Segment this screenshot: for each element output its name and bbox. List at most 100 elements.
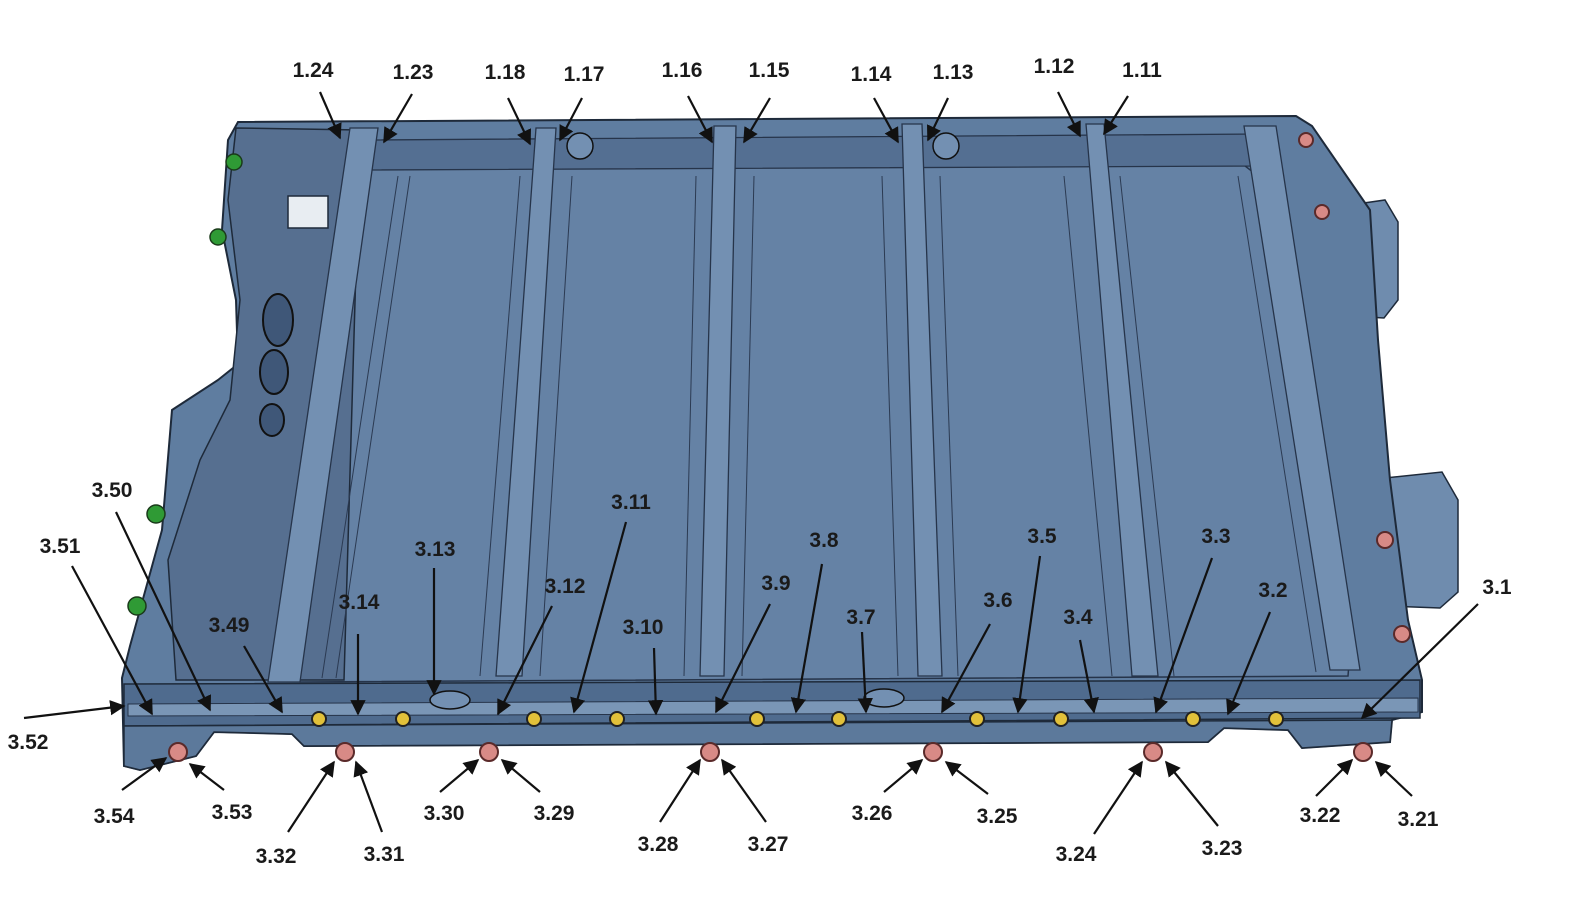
back-wall	[371, 133, 1263, 171]
leader-3-4	[1078, 639, 1099, 714]
callout-3-53: 3.53	[212, 801, 253, 824]
rib-grooves	[321, 175, 1317, 679]
callout-3-27: 3.27	[748, 833, 789, 856]
leader-1-14	[873, 97, 899, 144]
callout-3-50: 3.50	[92, 479, 133, 502]
green-fastener	[146, 504, 166, 524]
leader-3-52	[23, 700, 126, 720]
callout-3-6: 3.6	[983, 589, 1012, 612]
leader-3-54	[121, 757, 168, 791]
leader-3-30	[439, 759, 480, 793]
leader-3-11	[570, 521, 628, 714]
leader-1-16	[687, 95, 713, 144]
callout-3-12: 3.12	[545, 575, 586, 598]
callout-3-28: 3.28	[638, 833, 679, 856]
leader-3-25	[944, 761, 989, 795]
leader-1-18	[507, 97, 531, 146]
callout-3-31: 3.31	[364, 843, 405, 866]
callout-3-52: 3.52	[8, 731, 49, 754]
yellow-fasteners	[311, 711, 1284, 727]
red-fastener	[479, 742, 499, 762]
leader-3-23	[1165, 760, 1219, 827]
front-cover-2	[863, 688, 905, 708]
leader-1-12	[1057, 91, 1081, 138]
callout-1-16: 1.16	[662, 59, 703, 82]
leader-3-6	[941, 623, 991, 714]
leader-3-28	[659, 758, 701, 823]
cross-members	[267, 123, 1361, 683]
bottom-skirt	[123, 719, 1393, 771]
leader-1-23	[383, 93, 413, 144]
tray-floor	[295, 161, 1351, 683]
callout-3-11: 3.11	[611, 491, 651, 514]
red-fastener	[1143, 742, 1163, 762]
battery-tray	[120, 114, 1459, 772]
yellow-fastener	[311, 711, 327, 727]
connector-port-2	[259, 349, 289, 395]
red-fastener	[1314, 204, 1330, 220]
callout-1-14: 1.14	[851, 63, 892, 86]
callout-3-32: 3.32	[256, 845, 297, 868]
callout-3-14: 3.14	[339, 591, 380, 614]
cross-member-5	[1085, 123, 1159, 677]
yellow-fastener	[1268, 711, 1284, 727]
cross-member-4	[901, 123, 943, 677]
yellow-fastener	[969, 711, 985, 727]
callout-3-29: 3.29	[534, 802, 575, 825]
leader-1-11	[1103, 95, 1129, 136]
leader-3-7	[857, 631, 873, 714]
green-fastener	[127, 596, 147, 616]
leader-3-12	[497, 605, 553, 716]
callout-3-1: 3.1	[1482, 576, 1512, 599]
callout-3-51: 3.51	[40, 535, 81, 558]
cross-member-2	[495, 127, 557, 677]
leader-3-50	[115, 511, 212, 712]
callout-labels: 1.24 1.23 1.18 1.17 1.16 1.15 1.14 1.13 …	[8, 55, 1512, 868]
leader-3-21	[1374, 760, 1413, 797]
red-fastener	[1353, 742, 1373, 762]
red-fastener	[923, 742, 943, 762]
callout-3-30: 3.30	[424, 802, 465, 825]
callout-3-24: 3.24	[1056, 843, 1097, 866]
connector-window	[287, 195, 329, 229]
callout-3-13: 3.13	[415, 538, 456, 561]
leader-3-32	[287, 760, 335, 833]
cross-member-6	[1243, 125, 1361, 671]
leader-3-10	[647, 647, 664, 716]
red-fastener	[335, 742, 355, 762]
callout-1-24: 1.24	[293, 59, 334, 82]
red-fastener	[1298, 132, 1314, 148]
leader-3-53	[188, 763, 225, 791]
leader-1-17	[559, 97, 583, 142]
callout-1-13: 1.13	[933, 61, 974, 84]
leader-3-26	[883, 759, 924, 793]
green-fastener	[225, 153, 243, 171]
leader-3-5	[1012, 555, 1042, 714]
leader-3-22	[1315, 758, 1354, 797]
red-fastener	[168, 742, 188, 762]
callout-3-7: 3.7	[846, 606, 875, 629]
yellow-fastener	[526, 711, 542, 727]
callout-3-25: 3.25	[977, 805, 1018, 828]
leader-3-3	[1153, 557, 1214, 714]
leader-3-9	[715, 603, 771, 714]
callout-1-15: 1.15	[749, 59, 790, 82]
callout-3-23: 3.23	[1202, 837, 1243, 860]
callout-1-23: 1.23	[393, 61, 434, 84]
yellow-fastener	[395, 711, 411, 727]
leader-3-27	[721, 758, 767, 823]
red-fastener	[1393, 625, 1411, 643]
red-fasteners	[168, 132, 1411, 762]
callout-3-3: 3.3	[1201, 525, 1230, 548]
yellow-fastener	[831, 711, 847, 727]
yellow-fastener	[1053, 711, 1069, 727]
callout-3-4: 3.4	[1063, 606, 1093, 629]
callout-3-5: 3.5	[1027, 525, 1057, 548]
red-fastener	[700, 742, 720, 762]
callout-3-54: 3.54	[94, 805, 135, 828]
callout-3-10: 3.10	[623, 616, 664, 639]
leader-3-31	[353, 760, 384, 833]
callout-1-12: 1.12	[1034, 55, 1075, 78]
callout-3-21: 3.21	[1398, 808, 1439, 831]
